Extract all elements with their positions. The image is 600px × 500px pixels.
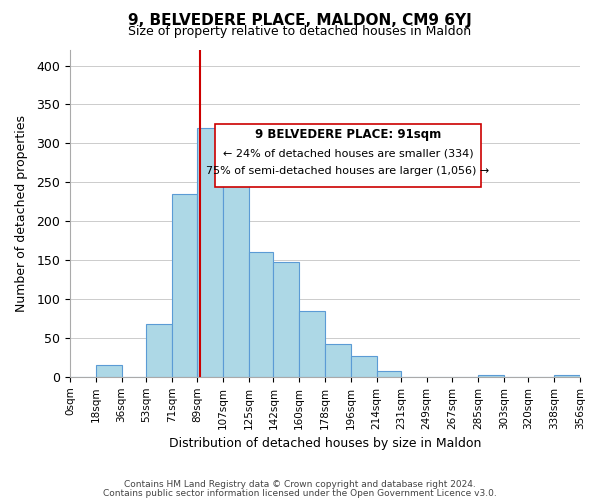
FancyBboxPatch shape: [215, 124, 481, 188]
Text: Contains public sector information licensed under the Open Government Licence v3: Contains public sector information licen…: [103, 488, 497, 498]
Bar: [172, 194, 197, 377]
Bar: [197, 128, 223, 377]
Bar: [377, 372, 401, 377]
Text: 75% of semi-detached houses are larger (1,056) →: 75% of semi-detached houses are larger (…: [206, 166, 490, 176]
Text: 9 BELVEDERE PLACE: 91sqm: 9 BELVEDERE PLACE: 91sqm: [255, 128, 441, 141]
Text: 9, BELVEDERE PLACE, MALDON, CM9 6YJ: 9, BELVEDERE PLACE, MALDON, CM9 6YJ: [128, 12, 472, 28]
Y-axis label: Number of detached properties: Number of detached properties: [15, 115, 28, 312]
Bar: [351, 356, 377, 377]
Bar: [96, 365, 122, 377]
Bar: [478, 376, 504, 377]
Bar: [146, 324, 172, 377]
Text: ← 24% of detached houses are smaller (334): ← 24% of detached houses are smaller (33…: [223, 148, 473, 158]
Bar: [299, 310, 325, 377]
X-axis label: Distribution of detached houses by size in Maldon: Distribution of detached houses by size …: [169, 437, 481, 450]
Bar: [274, 262, 299, 377]
Text: Size of property relative to detached houses in Maldon: Size of property relative to detached ho…: [128, 25, 472, 38]
Bar: [554, 376, 580, 377]
Bar: [249, 252, 274, 377]
Text: Contains HM Land Registry data © Crown copyright and database right 2024.: Contains HM Land Registry data © Crown c…: [124, 480, 476, 489]
Bar: [223, 150, 249, 377]
Bar: [325, 344, 351, 377]
